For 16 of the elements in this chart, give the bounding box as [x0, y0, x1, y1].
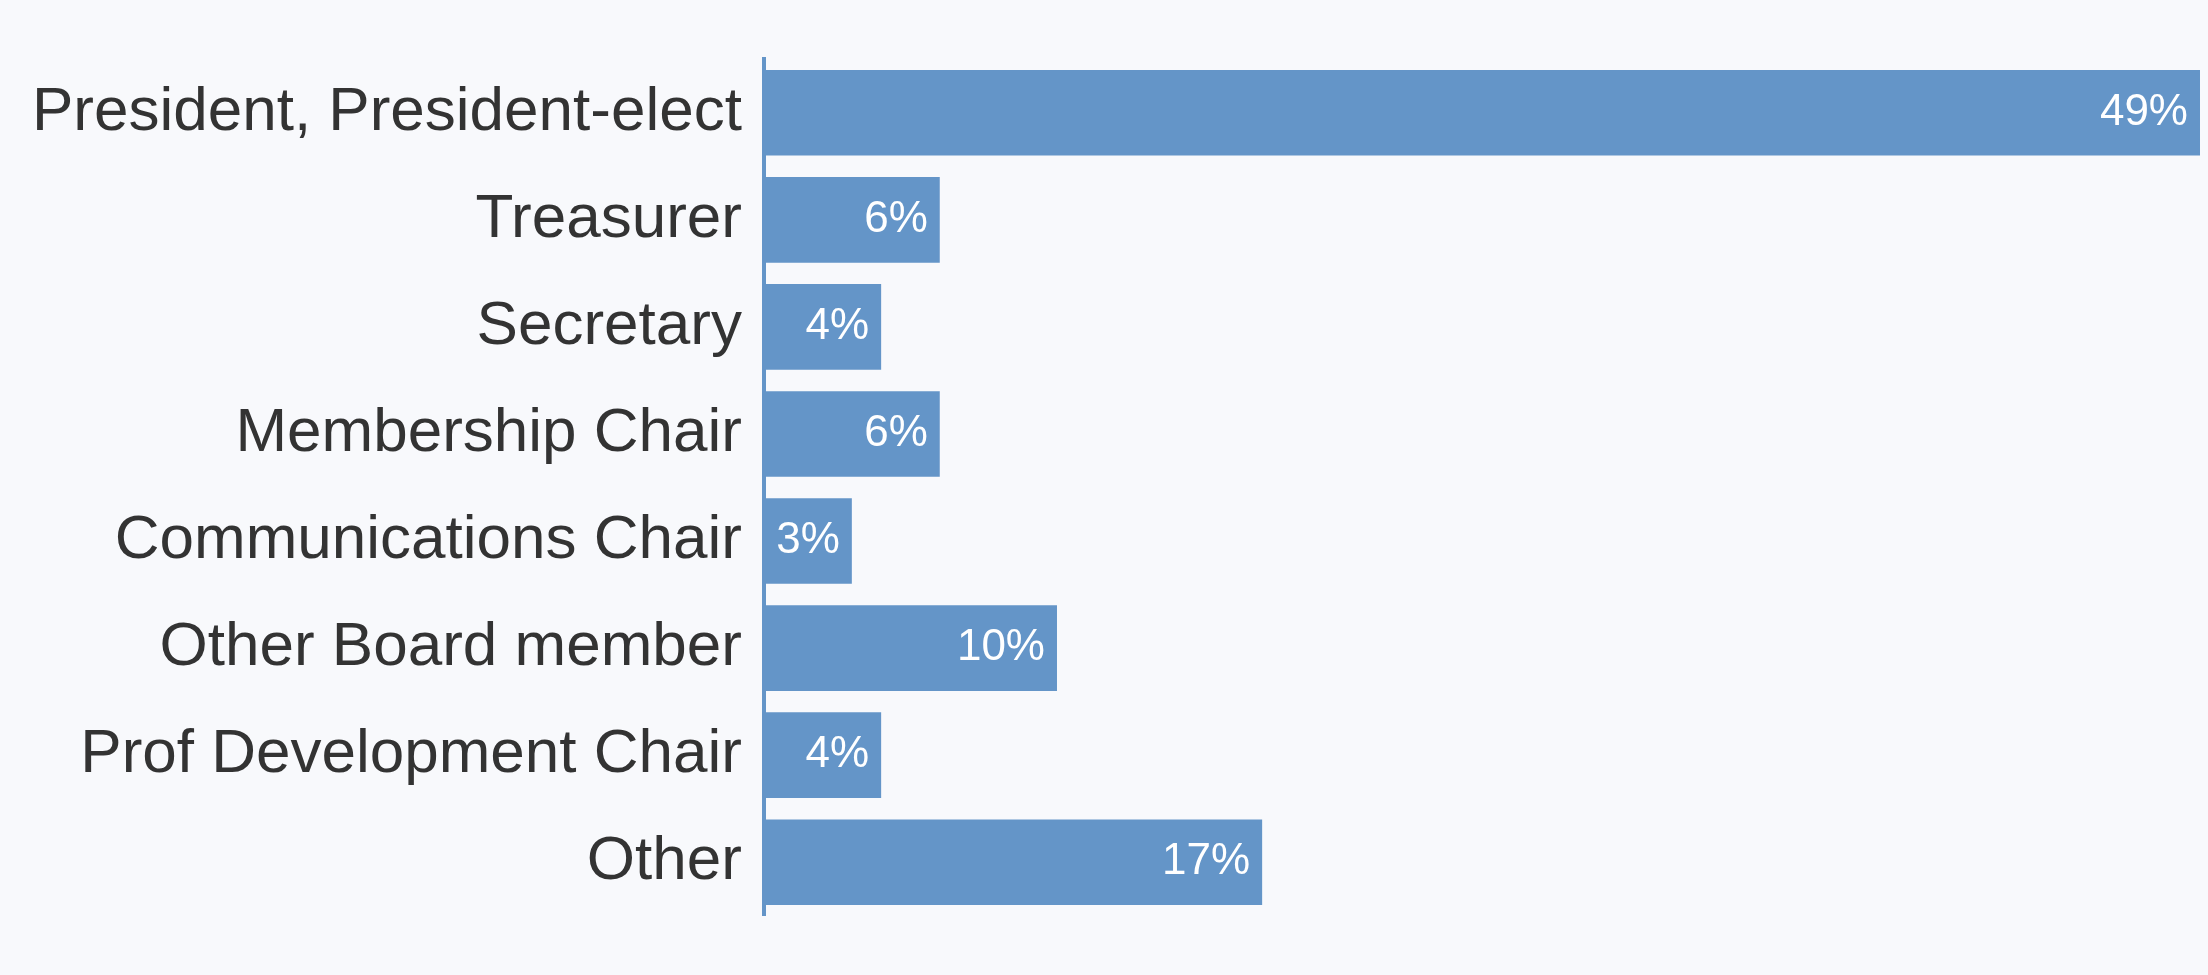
y-tick-label: Prof Development Chair	[80, 716, 742, 786]
y-tick-label: Other	[586, 823, 742, 893]
y-tick-label: President, President-elect	[31, 73, 742, 143]
y-tick-label: Membership Chair	[235, 395, 742, 465]
data-label: 3%	[776, 513, 840, 563]
data-label: 10%	[956, 620, 1045, 670]
data-label: 17%	[1162, 834, 1251, 884]
y-tick-label: Other Board member	[159, 609, 742, 679]
y-tick-label: Communications Chair	[114, 502, 742, 572]
y-tick-label: Secretary	[476, 287, 742, 357]
y-tick-label: Treasurer	[475, 180, 742, 250]
data-label: 6%	[864, 191, 928, 241]
data-label: 4%	[805, 727, 870, 777]
data-label: 4%	[805, 299, 870, 349]
data-label: 6%	[864, 406, 928, 456]
data-label: 49%	[2099, 84, 2188, 134]
